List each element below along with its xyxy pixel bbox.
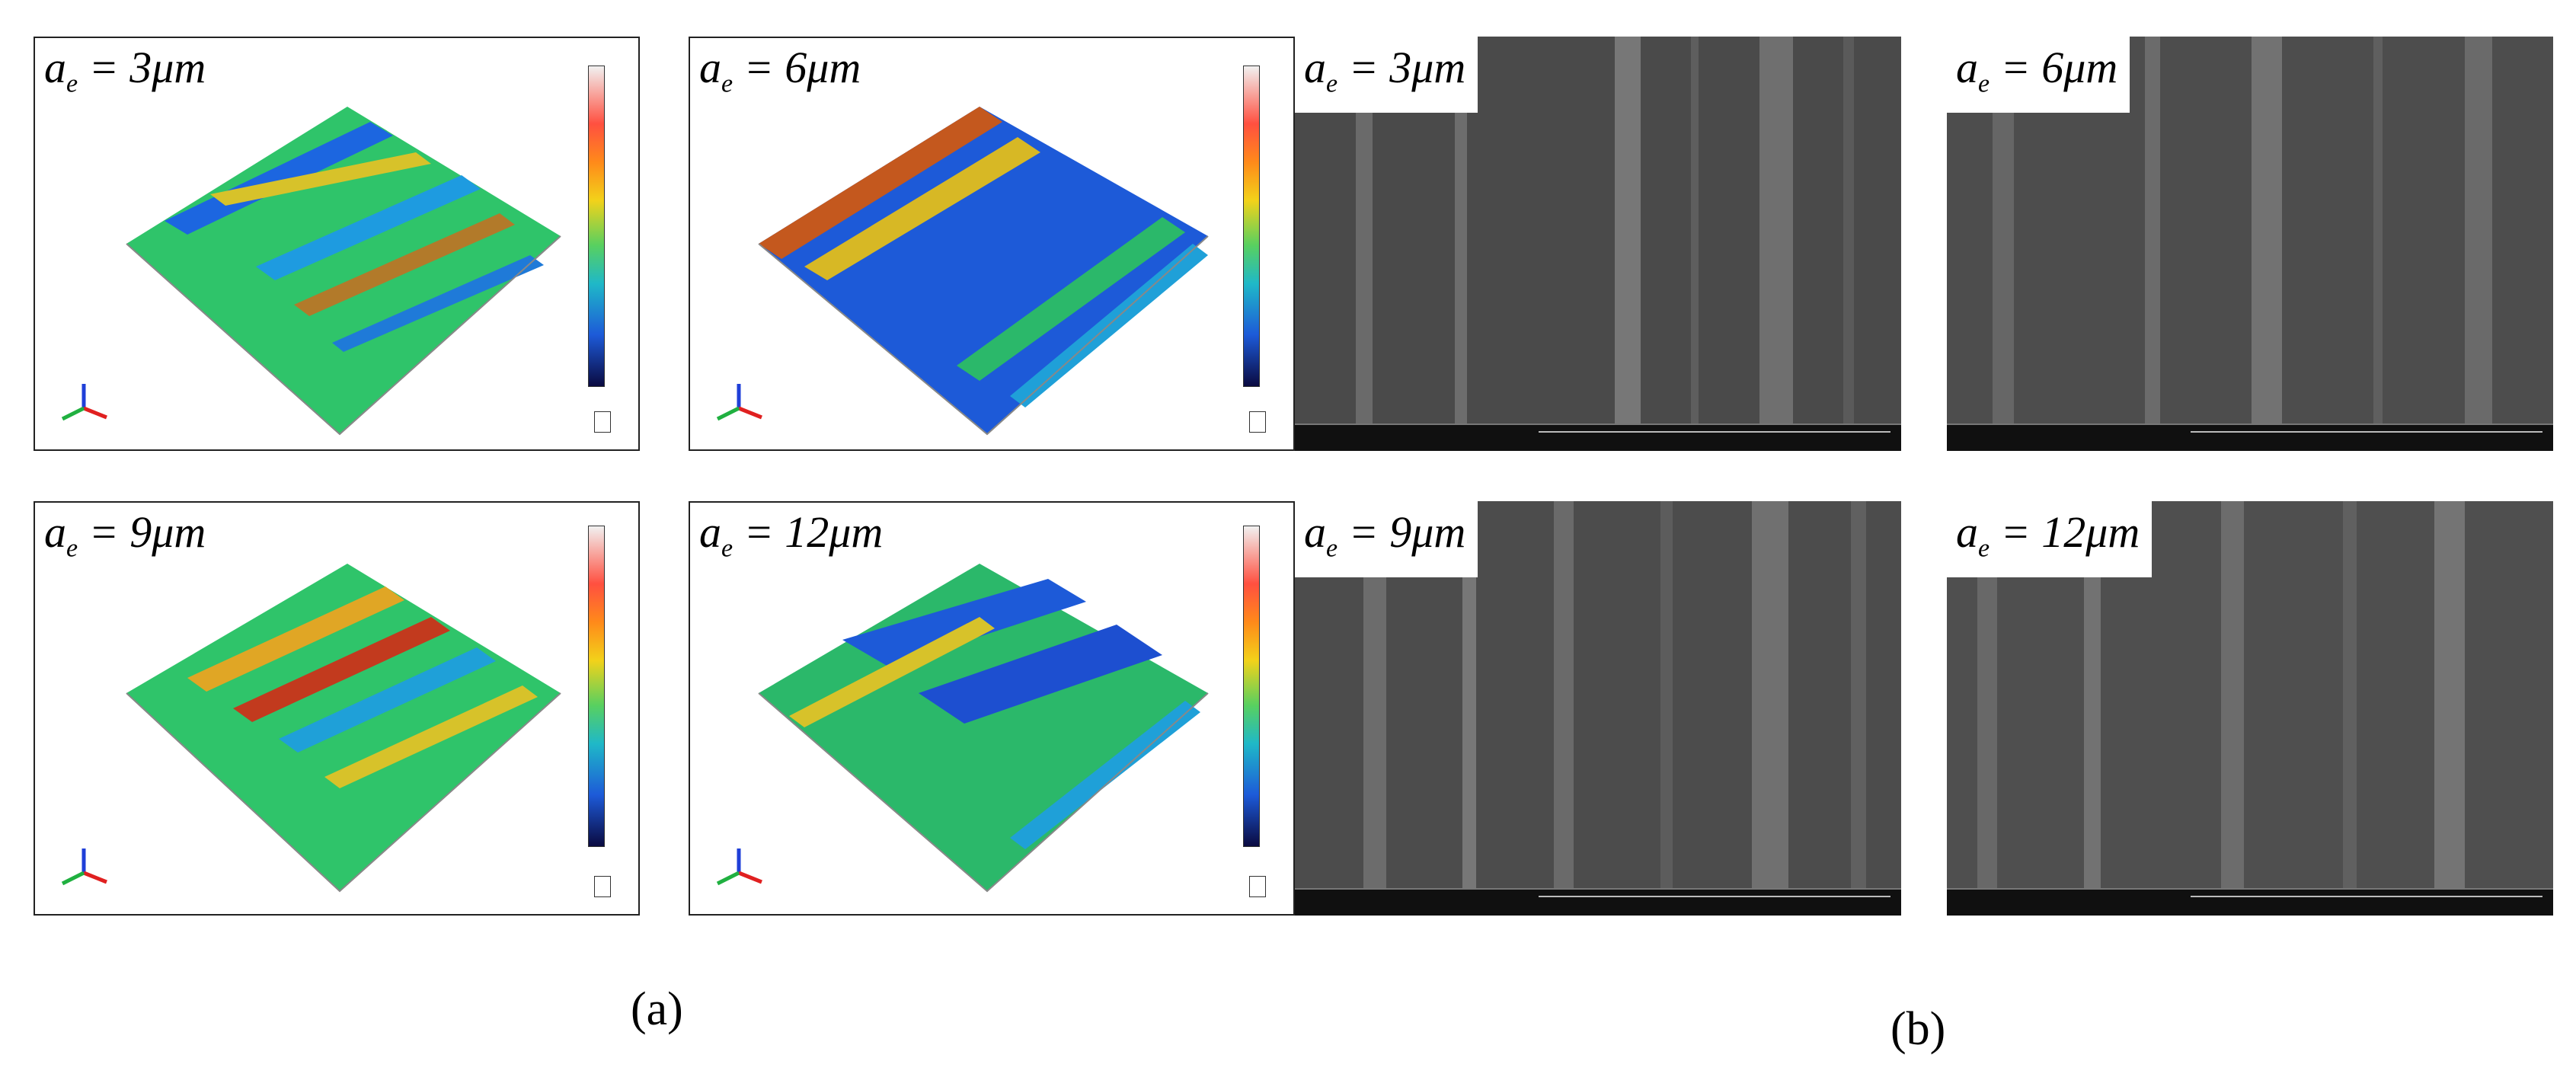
sem-info-bar [1295,888,1901,916]
topography-panel-12um: ae = 12μm [689,501,1295,916]
topography-panel-6um: ae = 6μm [689,37,1295,451]
xyz-axis-icon [61,848,107,886]
sem-info-bar [1295,423,1901,451]
panel-label: ae = 9μm [1295,501,1478,577]
sem-image-12um: ae = 12μm [1947,501,2553,916]
xyz-axis-icon [716,848,762,886]
panel-label: ae = 6μm [1947,37,2130,113]
sem-image-6um: ae = 6μm [1947,37,2553,451]
sem-info-bar [1947,423,2553,451]
sem-image-3um: ae = 3μm [1295,37,1901,451]
colorbar [1243,66,1260,387]
subfigure-label-a: (a) [631,983,683,1035]
dimension-box [1248,876,1266,897]
sem-image-9um: ae = 9μm [1295,501,1901,916]
panel-label: ae = 6μm [699,43,861,98]
panel-label: ae = 3μm [44,43,206,98]
panel-label: ae = 3μm [1295,37,1478,113]
surface-3d-plot [758,107,1209,436]
surface-3d-plot [126,107,561,436]
dimension-box [593,876,611,897]
dimension-box [593,411,611,433]
panel-label: ae = 12μm [699,507,884,563]
colorbar [1243,526,1260,847]
panel-label: ae = 9μm [44,507,206,563]
xyz-axis-icon [61,384,107,421]
topography-panel-3um: ae = 3μm [34,37,640,451]
colorbar [588,66,605,387]
topography-panel-9um: ae = 9μm [34,501,640,916]
colorbar [588,526,605,847]
xyz-axis-icon [716,384,762,421]
surface-3d-plot [758,564,1209,893]
surface-3d-plot [126,564,561,893]
sem-info-bar [1947,888,2553,916]
panel-label: ae = 12μm [1947,501,2153,577]
dimension-box [1248,411,1266,433]
subfigure-label-b: (b) [1890,1003,1946,1055]
